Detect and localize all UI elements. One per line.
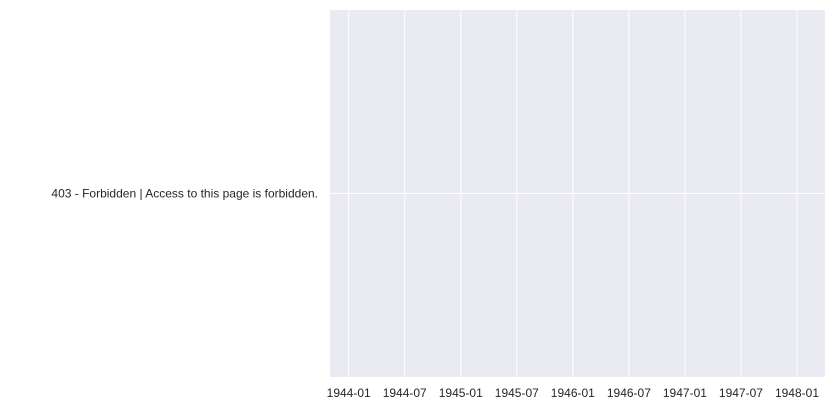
x-tick-label: 1947-07 — [719, 386, 763, 400]
x-tick-label: 1944-01 — [327, 386, 371, 400]
x-tick-label: 1944-07 — [383, 386, 427, 400]
x-tick-label: 1946-07 — [607, 386, 651, 400]
x-tick-label: 1947-01 — [663, 386, 707, 400]
y-tick-label: 403 - Forbidden | Access to this page is… — [51, 187, 318, 201]
x-tick-label: 1948-01 — [775, 386, 819, 400]
x-tick-labels: 1944-01 1944-07 1945-01 1945-07 1946-01 1946-… — [327, 386, 820, 400]
y-tick-labels: 403 - Forbidden | Access to this page is… — [51, 187, 318, 201]
x-tick-label: 1946-01 — [551, 386, 595, 400]
x-tick-label: 1945-07 — [495, 386, 539, 400]
x-tick-label: 1945-01 — [439, 386, 483, 400]
